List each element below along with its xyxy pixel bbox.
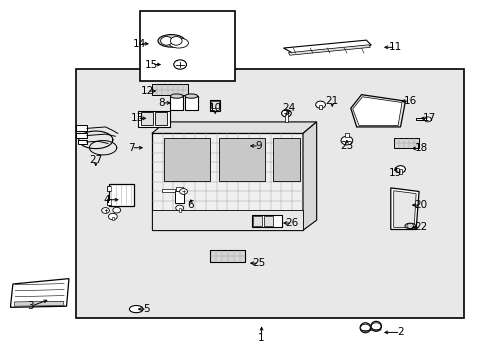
Polygon shape — [283, 40, 370, 53]
Bar — [253, 216, 262, 226]
Text: 18: 18 — [413, 143, 427, 153]
Bar — [415, 118, 430, 121]
Polygon shape — [288, 45, 369, 55]
Text: 23: 23 — [340, 140, 353, 150]
Bar — [152, 134, 303, 230]
Text: 14: 14 — [133, 39, 146, 49]
Bar — [219, 138, 265, 181]
Bar — [109, 184, 134, 206]
Polygon shape — [393, 191, 415, 227]
Ellipse shape — [404, 223, 415, 229]
Ellipse shape — [184, 94, 197, 98]
Bar — [178, 208, 180, 212]
Circle shape — [315, 101, 325, 108]
Ellipse shape — [168, 38, 188, 48]
Circle shape — [370, 323, 380, 330]
Circle shape — [160, 37, 172, 45]
Bar — [78, 140, 86, 144]
Circle shape — [175, 205, 183, 211]
Polygon shape — [14, 301, 64, 306]
Polygon shape — [303, 122, 316, 230]
Text: 6: 6 — [187, 200, 194, 210]
Circle shape — [113, 207, 121, 213]
Circle shape — [340, 136, 352, 145]
Polygon shape — [10, 279, 69, 307]
Bar — [152, 211, 303, 230]
Ellipse shape — [158, 35, 184, 47]
Circle shape — [102, 208, 109, 213]
Text: 15: 15 — [145, 59, 158, 69]
Polygon shape — [142, 112, 164, 120]
Text: 20: 20 — [414, 200, 427, 210]
Text: 25: 25 — [252, 258, 265, 268]
Ellipse shape — [170, 94, 183, 98]
Bar — [141, 112, 153, 126]
Bar — [175, 192, 183, 203]
Circle shape — [360, 324, 369, 331]
Bar — [163, 138, 210, 181]
Bar — [210, 100, 220, 111]
Text: 1: 1 — [258, 333, 264, 343]
Bar — [107, 186, 111, 192]
Bar — [112, 217, 114, 220]
Text: 16: 16 — [403, 96, 416, 106]
Bar — [344, 134, 348, 137]
Text: 21: 21 — [325, 96, 338, 106]
Ellipse shape — [359, 323, 370, 333]
Text: 13: 13 — [130, 113, 143, 123]
Bar — [252, 215, 281, 227]
Bar — [319, 105, 322, 109]
Text: 24: 24 — [281, 103, 294, 113]
Text: 7: 7 — [128, 143, 134, 153]
Polygon shape — [352, 97, 401, 126]
Text: 10: 10 — [208, 103, 222, 113]
Bar — [264, 216, 272, 226]
Circle shape — [424, 117, 430, 122]
Bar — [285, 114, 287, 122]
Text: 2: 2 — [396, 327, 403, 337]
Text: 9: 9 — [255, 141, 262, 151]
Bar — [170, 96, 183, 110]
Text: 8: 8 — [158, 98, 164, 108]
Bar — [272, 138, 299, 181]
Circle shape — [179, 189, 187, 194]
Circle shape — [395, 166, 405, 173]
Bar — [138, 111, 169, 127]
Polygon shape — [350, 95, 405, 127]
Text: 26: 26 — [285, 218, 298, 228]
Text: 17: 17 — [422, 113, 435, 123]
Circle shape — [406, 224, 413, 228]
Bar — [184, 96, 197, 110]
Text: 12: 12 — [140, 86, 153, 96]
Polygon shape — [161, 189, 175, 192]
Circle shape — [170, 37, 182, 45]
Bar — [76, 125, 87, 131]
Bar — [140, 12, 234, 81]
Ellipse shape — [129, 306, 143, 313]
Text: 5: 5 — [143, 304, 150, 314]
Circle shape — [281, 110, 291, 117]
Bar — [152, 84, 188, 95]
Text: 19: 19 — [388, 168, 402, 178]
Text: 4: 4 — [103, 195, 110, 205]
Polygon shape — [390, 188, 418, 229]
Circle shape — [108, 213, 117, 220]
Bar — [398, 169, 401, 174]
Text: 22: 22 — [413, 222, 427, 232]
Bar — [176, 187, 183, 191]
Bar — [76, 69, 463, 318]
Bar — [393, 138, 418, 148]
Text: 11: 11 — [388, 42, 402, 52]
Bar — [210, 249, 245, 262]
Text: 3: 3 — [27, 301, 34, 311]
Bar — [107, 199, 111, 205]
Text: 27: 27 — [89, 155, 102, 165]
Ellipse shape — [370, 321, 381, 331]
Circle shape — [173, 60, 186, 69]
Bar — [211, 101, 219, 108]
Bar — [155, 112, 167, 126]
Bar — [76, 133, 87, 138]
Polygon shape — [152, 122, 316, 134]
